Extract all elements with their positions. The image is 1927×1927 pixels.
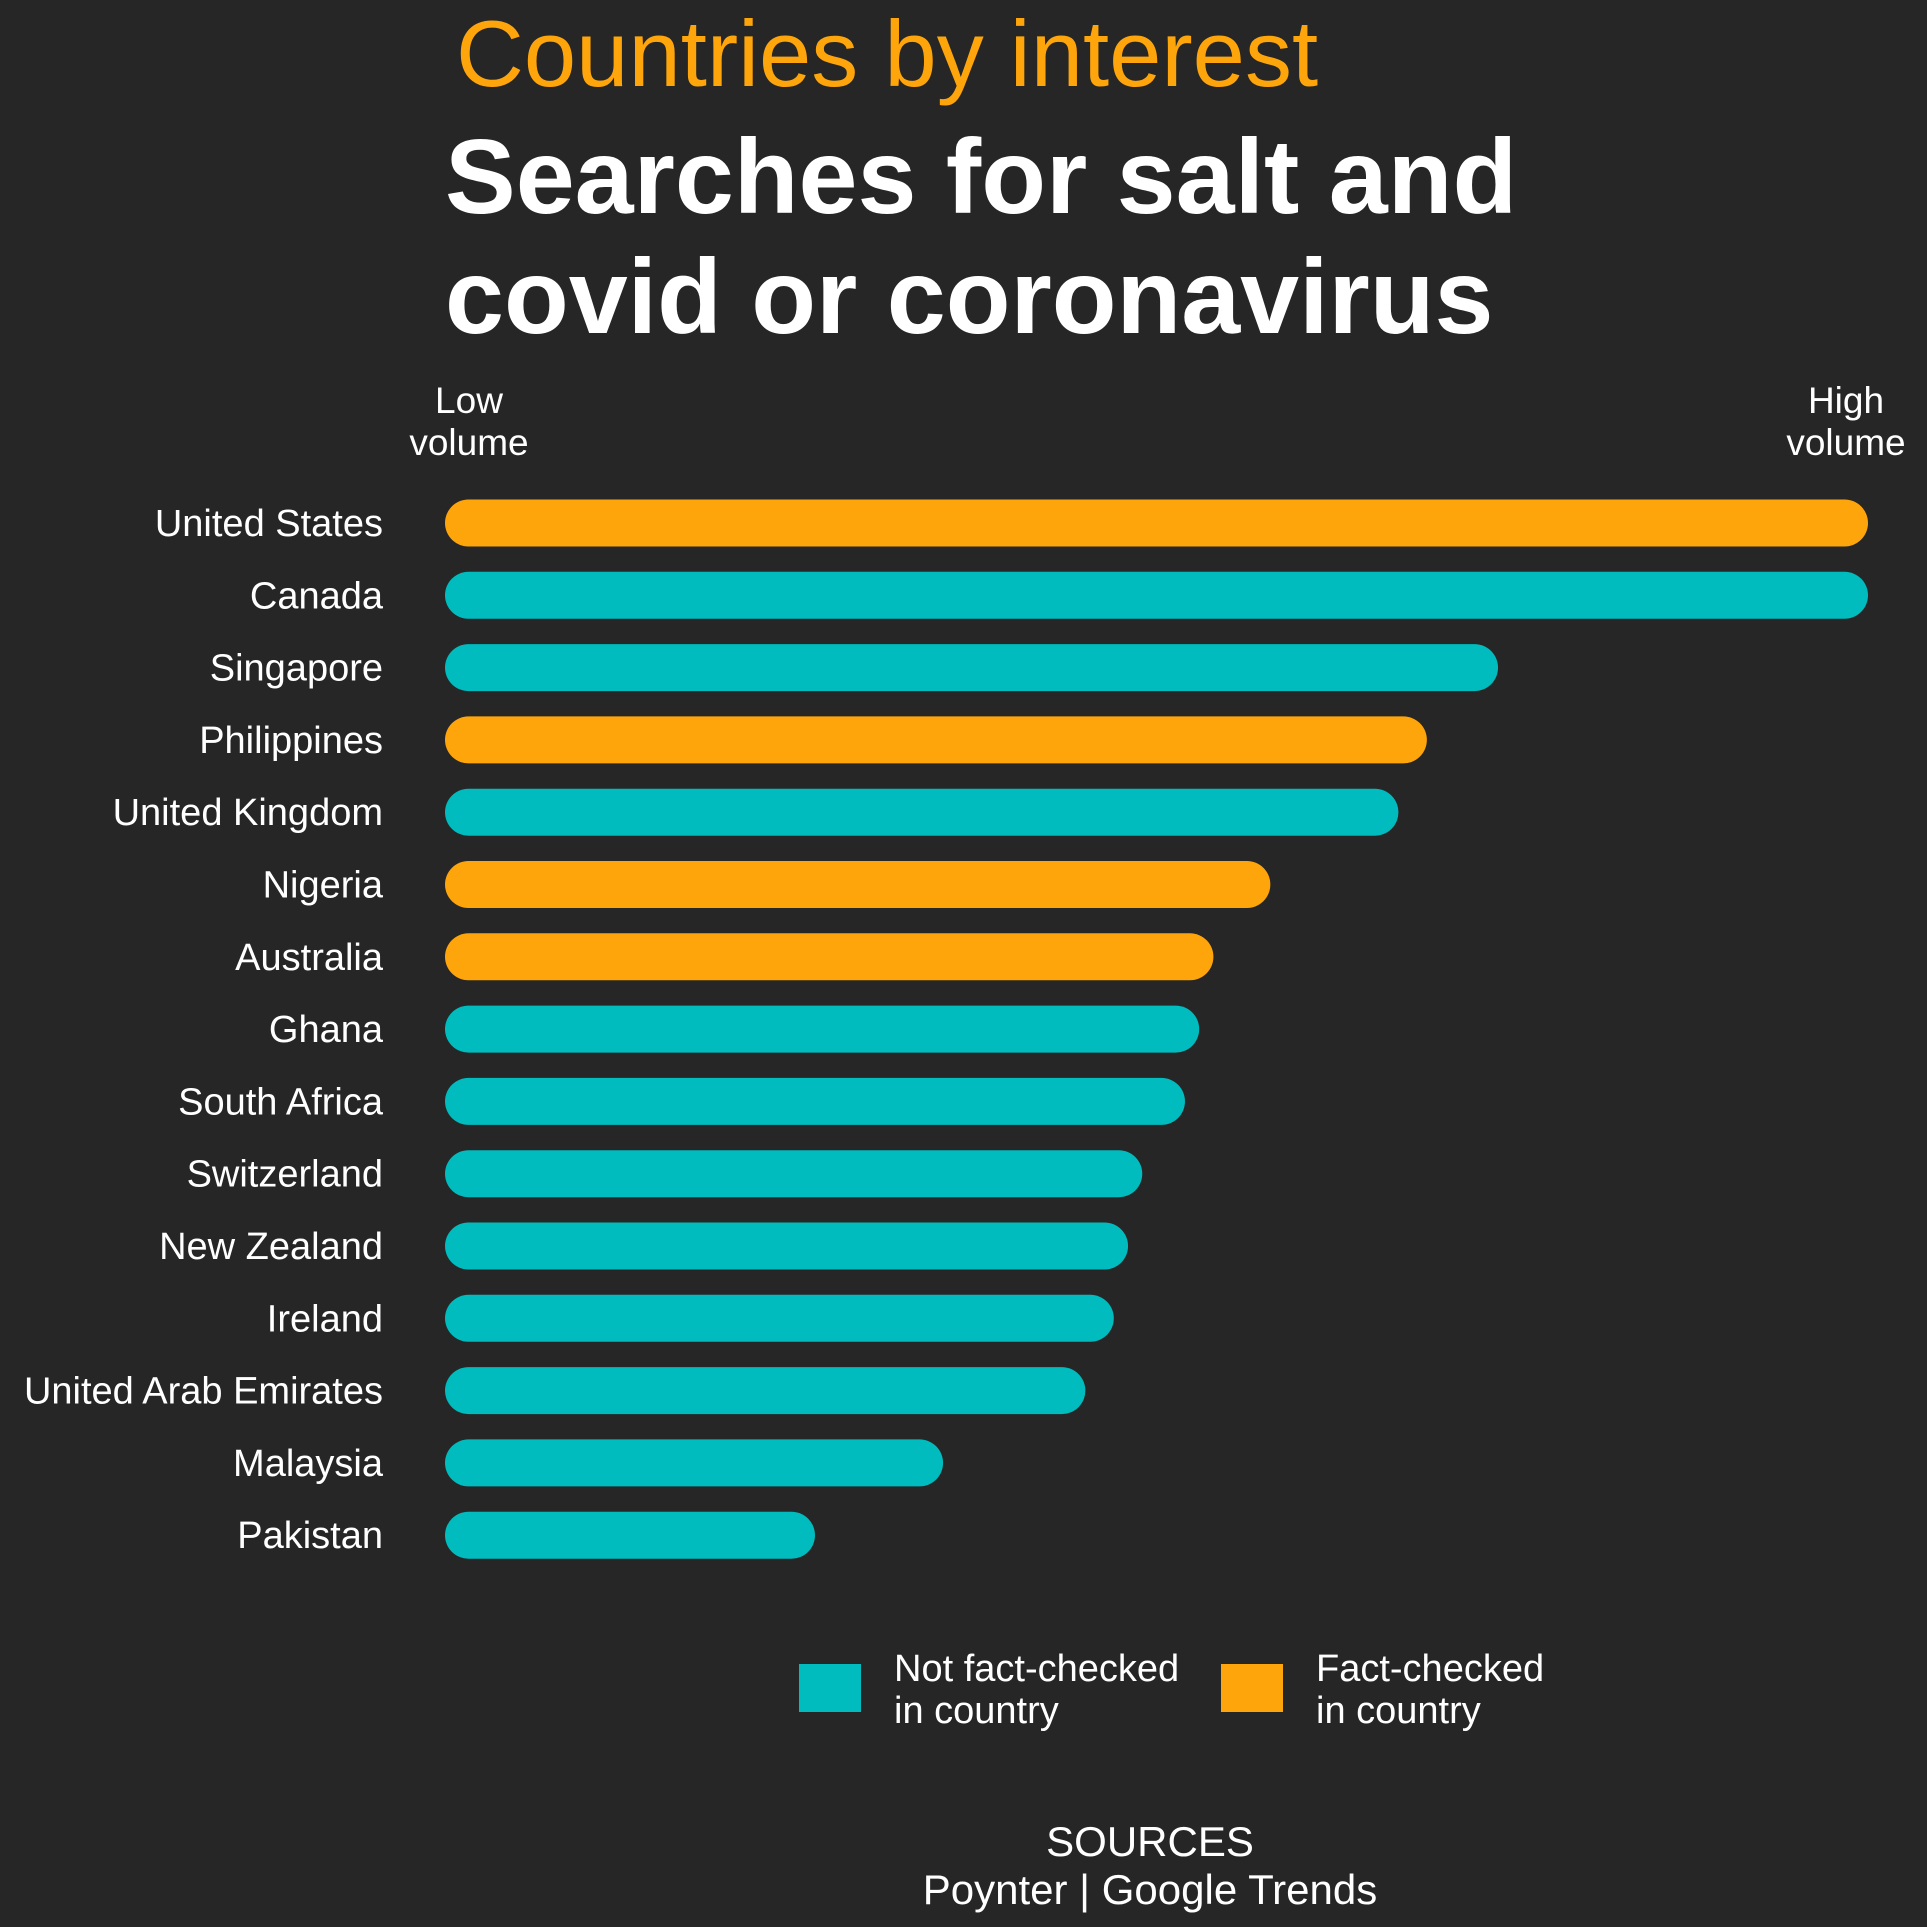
category-label: South Africa <box>178 1081 384 1123</box>
bar-canada <box>445 571 1868 619</box>
legend-label-fact-checked-line1: Fact-checked <box>1316 1648 1545 1690</box>
legend-label-not-fact-checked-line1: Not fact-checked <box>894 1648 1180 1690</box>
category-label: Philippines <box>199 720 383 762</box>
chart-kicker: Countries by interest <box>456 1 1319 106</box>
scale-low-line2: volume <box>409 422 529 463</box>
category-label: Canada <box>250 575 384 617</box>
bar-south-africa <box>445 1077 1185 1125</box>
scale-high-line1: High <box>1807 380 1885 421</box>
legend-swatch-not-fact-checked <box>799 1664 861 1712</box>
category-label: Nigeria <box>263 865 384 907</box>
bar-united-states <box>445 499 1868 547</box>
sources-block: SOURCES Poynter | Google Trends <box>900 1818 1400 1914</box>
bar-philippines <box>445 716 1427 764</box>
category-label: United States <box>155 503 383 545</box>
bar-australia <box>445 933 1214 981</box>
category-labels-group: United States Canada Singapore Philippines U… <box>24 503 384 1557</box>
bar-united-kingdom <box>445 788 1399 836</box>
legend-label-fact-checked: Fact-checked in country <box>1316 1648 1544 1732</box>
category-label: New Zealand <box>159 1226 383 1268</box>
bar-united-arab-emirates <box>445 1367 1086 1415</box>
legend-label-not-fact-checked-line2: in country <box>894 1690 1059 1732</box>
category-label: Ghana <box>269 1009 384 1051</box>
sources-heading: SOURCES <box>1046 1818 1254 1865</box>
category-label: Switzerland <box>187 1154 383 1196</box>
category-label: United Kingdom <box>113 792 383 834</box>
bar-pakistan <box>445 1511 815 1559</box>
category-label: Pakistan <box>237 1515 383 1557</box>
chart-title-line2: covid or coronavirus <box>445 237 1494 356</box>
bars-group <box>445 499 1868 1559</box>
bar-ghana <box>445 1005 1200 1053</box>
bar-singapore <box>445 644 1499 692</box>
bar-switzerland <box>445 1150 1143 1198</box>
scale-low-label: Low volume <box>398 380 540 464</box>
bar-nigeria <box>445 861 1271 908</box>
chart-title: Searches for salt and covid or coronavir… <box>445 118 1517 358</box>
category-label: Ireland <box>267 1298 383 1340</box>
bar-ireland <box>445 1294 1114 1342</box>
legend-label-not-fact-checked: Not fact-checked in country <box>894 1648 1179 1732</box>
legend-swatch-fact-checked <box>1221 1664 1283 1712</box>
scale-low-line1: Low <box>435 380 503 421</box>
scale-high-label: High volume <box>1774 380 1918 464</box>
category-label: United Arab Emirates <box>24 1371 383 1413</box>
category-label: Singapore <box>210 648 383 690</box>
legend-label-fact-checked-line2: in country <box>1316 1690 1481 1732</box>
sources-text: Poynter | Google Trends <box>922 1866 1378 1913</box>
chart-title-line1: Searches for salt and <box>445 118 1518 236</box>
category-label: Malaysia <box>233 1443 384 1485</box>
category-label: Australia <box>235 937 384 979</box>
bar-malaysia <box>445 1439 944 1487</box>
bar-new-zealand <box>445 1222 1129 1270</box>
scale-high-line2: volume <box>1786 422 1906 463</box>
